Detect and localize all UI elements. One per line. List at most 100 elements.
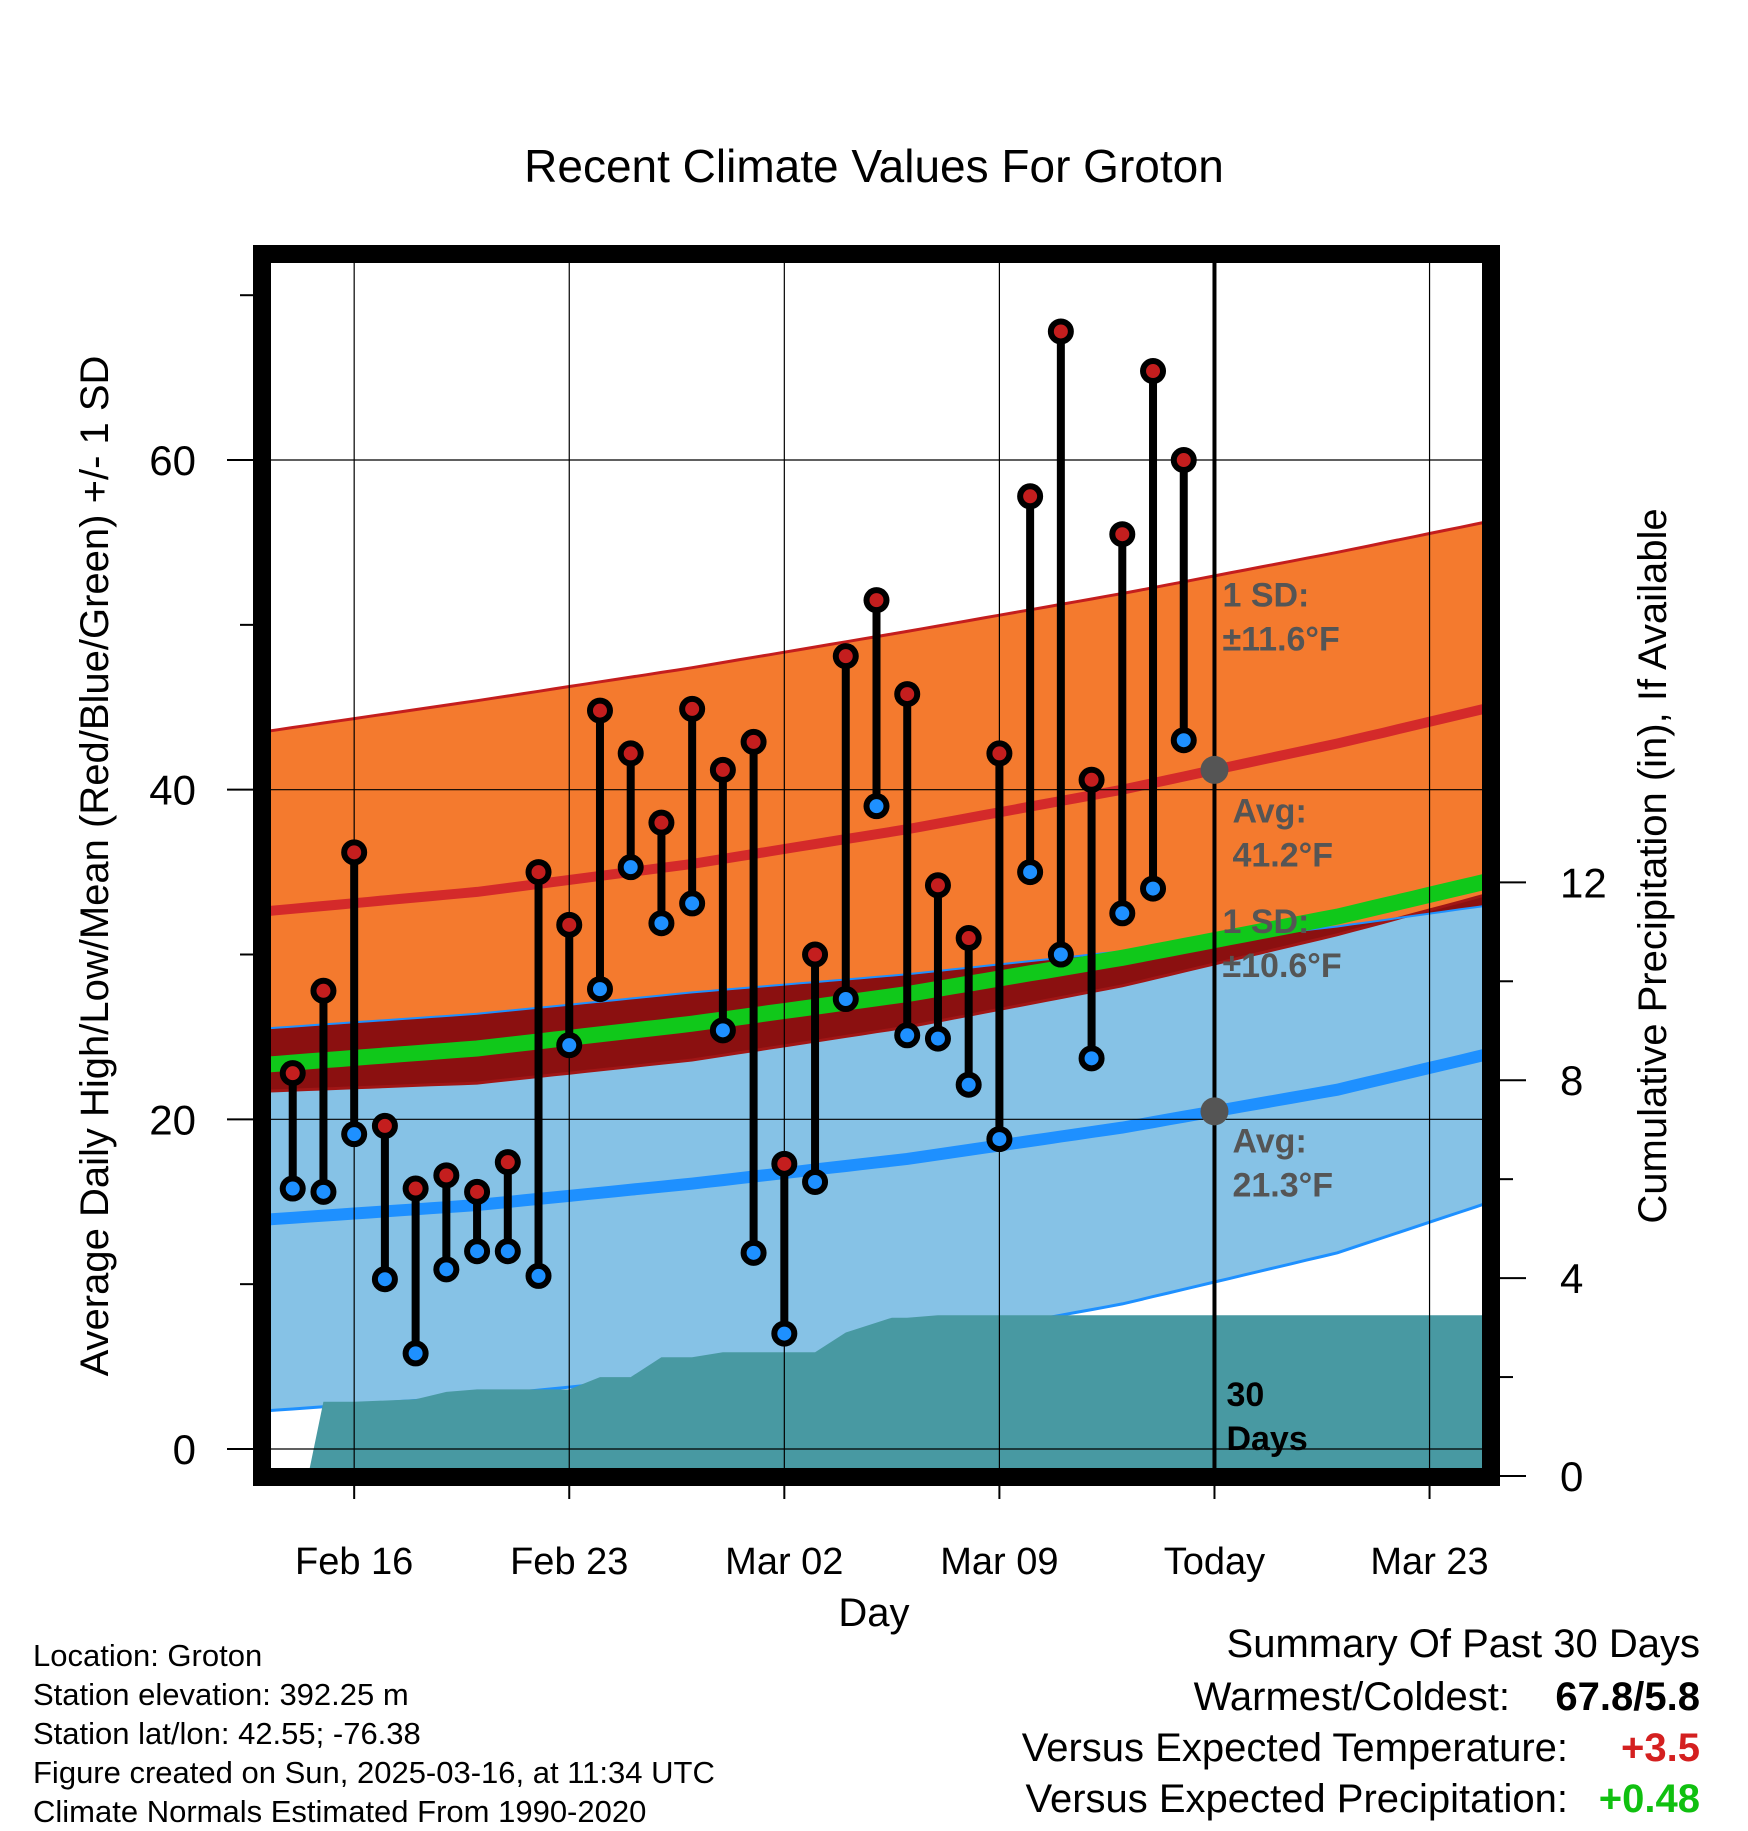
low-temp-point (1109, 900, 1136, 927)
high-avg-annotation-line: Avg: (1232, 793, 1306, 831)
low-temp-point (648, 910, 675, 937)
high-minus-sd-line (262, 892, 1491, 1093)
avg-low-line (262, 1047, 1491, 1226)
thirty-days-annotation-line: Days (1226, 1420, 1307, 1458)
latlon-text: Station lat/lon: 42.55; -76.38 (33, 1716, 421, 1751)
x-tick-label: Today (1164, 1541, 1265, 1583)
normals-text: Climate Normals Estimated From 1990-2020 (33, 1794, 647, 1829)
low-temp-point (1078, 1045, 1105, 1072)
low-temp-point (433, 1256, 460, 1283)
high-temp-point (924, 872, 951, 899)
high-temp-point (802, 941, 829, 968)
low-temp-point (679, 890, 706, 917)
warmest-value: 67.8/5.8 (1555, 1675, 1700, 1719)
low-temp-point (740, 1239, 767, 1266)
low-temp-point (709, 1017, 736, 1044)
low-temp-point (771, 1320, 798, 1347)
high-temp-point (1109, 521, 1136, 548)
y2-tick-label: 0 (1560, 1453, 1583, 1500)
avg-mean-line (262, 872, 1491, 1073)
high-temp-point (832, 643, 859, 670)
precip-vs-expected-value: +0.48 (1598, 1777, 1700, 1821)
elevation-text: Station elevation: 392.25 m (33, 1677, 409, 1712)
high-sd-annotation-line: ±11.6°F (1222, 621, 1339, 659)
high-temp-point (863, 587, 890, 614)
high-temp-point (617, 740, 644, 767)
x-tick-label: Feb 23 (510, 1541, 628, 1583)
low-temp-point (863, 793, 890, 820)
low-sd-annotation-line: 1 SD: (1222, 903, 1309, 941)
low-temp-point (1170, 727, 1197, 754)
low-temp-point (586, 976, 613, 1003)
high-temp-point (464, 1178, 491, 1205)
high-temp-point (679, 695, 706, 722)
low-temp-point (556, 1032, 583, 1059)
y-tick-label: 0 (173, 1426, 196, 1473)
high-temp-point (1170, 447, 1197, 474)
summary-title: Summary Of Past 30 Days (1226, 1622, 1700, 1666)
y2-axis-label: Cumulative Precipitation (in), If Availa… (1631, 508, 1675, 1223)
thirty-days-annotation-line: 30 (1226, 1376, 1264, 1414)
x-tick-label: Mar 09 (940, 1541, 1058, 1583)
high-temp-point (556, 911, 583, 938)
high-temp-point (740, 728, 767, 755)
y2-tick-label: 4 (1560, 1255, 1583, 1302)
low-temp-point (341, 1121, 368, 1148)
high-sd-annotation-line: 1 SD: (1222, 577, 1309, 615)
high-temp-point (371, 1112, 398, 1139)
low-temp-point (525, 1262, 552, 1289)
low-temp-point (464, 1238, 491, 1265)
high-temp-point (310, 977, 337, 1004)
high-temp-point (648, 809, 675, 836)
chart-title: Recent Climate Values For Groton (524, 140, 1224, 192)
y2-tick-label: 12 (1560, 859, 1607, 906)
precipitation-area (277, 1315, 1491, 1477)
low-temp-point (924, 1025, 951, 1052)
low-temp-point (955, 1071, 982, 1098)
y-tick-label: 40 (149, 767, 196, 814)
low-temp-point (802, 1168, 829, 1195)
low-temp-point (617, 854, 644, 881)
low-avg-annotation-line: Avg: (1232, 1122, 1306, 1160)
x-axis-label: Day (838, 1591, 909, 1635)
low-temp-point (1017, 859, 1044, 886)
high-temp-point (402, 1175, 429, 1202)
today-low-marker (1200, 1097, 1229, 1126)
high-avg-annotation-line: 41.2°F (1232, 837, 1333, 875)
y-tick-label: 60 (149, 437, 196, 484)
low-temp-point (1047, 941, 1074, 968)
high-temp-point (771, 1150, 798, 1177)
low-sd-annotation-line: ±10.6°F (1222, 947, 1341, 985)
precip-vs-expected-label: Versus Expected Precipitation: (1025, 1777, 1568, 1821)
location-text: Location: Groton (33, 1638, 263, 1673)
today-high-marker (1200, 755, 1229, 784)
low-temp-point (986, 1126, 1013, 1153)
high-temp-point (894, 681, 921, 708)
plot-frame (253, 245, 1500, 1486)
high-temp-point (1078, 766, 1105, 793)
high-temp-point (279, 1060, 306, 1087)
low-temp-point (279, 1175, 306, 1202)
low-temp-point (402, 1340, 429, 1367)
low-temp-point (894, 1022, 921, 1049)
high-temp-point (525, 859, 552, 886)
high-temp-point (1140, 358, 1167, 385)
low-avg-annotation-line: 21.3°F (1232, 1166, 1333, 1204)
high-temp-point (586, 697, 613, 724)
high-temp-point (1017, 483, 1044, 510)
y-axis-label: Average Daily High/Low/Mean (Red/Blue/Gr… (73, 356, 117, 1377)
high-temp-point (341, 839, 368, 866)
warmest-label: Warmest/Coldest: (1193, 1675, 1510, 1719)
high-temp-point (955, 925, 982, 952)
high-temp-point (986, 740, 1013, 767)
low-temp-point (494, 1238, 521, 1265)
temp-vs-expected-label: Versus Expected Temperature: (1021, 1726, 1568, 1770)
high-temp-point (1047, 318, 1074, 345)
temp-vs-expected-value: +3.5 (1621, 1726, 1700, 1770)
low-temp-point (310, 1178, 337, 1205)
avg-high-line (262, 702, 1491, 917)
high-temp-point (494, 1149, 521, 1176)
low-temp-point (1140, 875, 1167, 902)
x-tick-label: Mar 23 (1370, 1541, 1488, 1583)
